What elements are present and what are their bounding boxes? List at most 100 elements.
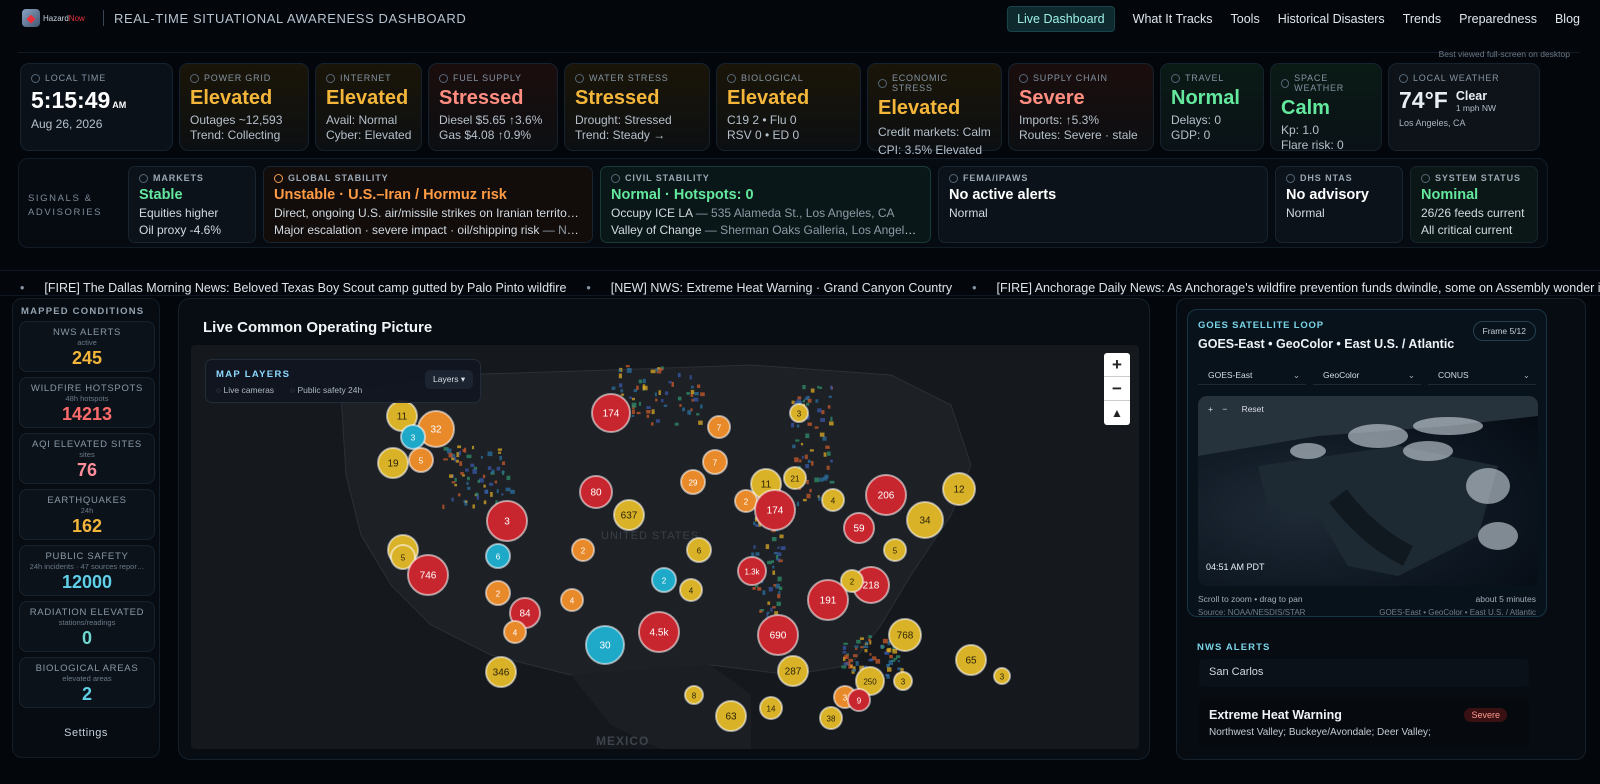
map-cluster[interactable]	[777, 655, 809, 687]
satellite-select[interactable]: GOES-East ⌄	[1198, 368, 1306, 385]
map-cluster[interactable]	[485, 656, 517, 688]
map-cluster[interactable]	[560, 588, 584, 612]
radar-pixel	[674, 422, 679, 426]
map-cluster[interactable]	[613, 499, 645, 531]
map-cluster[interactable]	[847, 688, 871, 712]
map-cluster[interactable]	[993, 667, 1011, 685]
map-cluster[interactable]	[855, 666, 885, 696]
map-cluster[interactable]	[585, 625, 625, 665]
radar-pixel	[823, 452, 827, 457]
map-cluster[interactable]	[807, 579, 849, 621]
status-supply-chain: SUPPLY CHAIN Severe Imports: ↑5.3% Route…	[1008, 63, 1154, 151]
map-cluster[interactable]	[754, 489, 796, 531]
nav-historical-disasters[interactable]: Historical Disasters	[1277, 12, 1385, 26]
radar-pixel	[633, 389, 638, 393]
map-cluster[interactable]	[865, 474, 907, 516]
map-cluster[interactable]	[377, 447, 409, 479]
nav-blog[interactable]: Blog	[1554, 12, 1580, 26]
product-select[interactable]: GeoColor ⌄	[1313, 368, 1421, 385]
map-cluster[interactable]	[408, 447, 434, 473]
map-cluster[interactable]	[942, 472, 976, 506]
compass-reset-button[interactable]: ▲	[1111, 406, 1123, 420]
layer-public-safety[interactable]: ○ Public safety 24h	[290, 385, 362, 395]
ticker-item[interactable]: [FIRE] Anchorage Daily News: As Anchorag…	[996, 281, 1600, 295]
nav-preparedness[interactable]: Preparedness	[1459, 12, 1537, 26]
map-cluster[interactable]	[893, 671, 913, 691]
map[interactable]: UNITED STATES MEXICO 174 11 32 3 19 5 7 3 7 80 29 1…	[191, 345, 1139, 749]
satellite-image[interactable]: + − Reset 04:51 AM PDT	[1198, 396, 1538, 586]
radar-pixel	[767, 601, 771, 605]
settings-link[interactable]: Settings	[64, 727, 108, 739]
ticker-item[interactable]: [FIRE] The Dallas Morning News: Beloved …	[44, 281, 567, 295]
nav-trends[interactable]: Trends	[1402, 12, 1442, 26]
sector-select[interactable]: CONUS ⌄	[1428, 368, 1536, 385]
map-cluster[interactable]	[702, 449, 728, 475]
map-cluster[interactable]	[579, 475, 613, 509]
map-cluster[interactable]	[686, 537, 712, 563]
map-cluster[interactable]	[679, 578, 703, 602]
layers-button[interactable]: Layers ▾	[425, 370, 474, 389]
map-cluster[interactable]	[819, 706, 843, 730]
mapped-public-safety[interactable]: PUBLIC SAFETY 24h incidents · 47 sources …	[19, 545, 155, 596]
map-cluster[interactable]	[759, 696, 783, 720]
map-cluster[interactable]	[651, 567, 677, 593]
radar-pixel	[638, 379, 643, 384]
sat-gulf	[1329, 489, 1414, 566]
map-cluster[interactable]	[707, 415, 731, 439]
ticker-item[interactable]: [NEW] NWS: Extreme Heat Warning · Grand …	[610, 281, 953, 295]
news-ticker[interactable]: • [FIRE] The Dallas Morning News: Beloved…	[0, 270, 1600, 296]
mapped-earthquakes[interactable]: EARTHQUAKES 24h 162	[19, 489, 155, 540]
mapped-radiation[interactable]: RADIATION ELEVATED stations/readings 0	[19, 601, 155, 652]
layer-live-cameras[interactable]: ○ Live cameras	[216, 385, 274, 395]
map-cluster[interactable]	[571, 538, 595, 562]
nav-tools[interactable]: Tools	[1230, 12, 1260, 26]
map-cluster[interactable]	[485, 543, 511, 569]
mapped-biological[interactable]: BIOLOGICAL AREAS elevated areas 2	[19, 657, 155, 708]
nws-alert-item[interactable]: San Carlos	[1199, 659, 1529, 687]
mapped-nws-alerts[interactable]: NWS ALERTS active 245	[19, 321, 155, 372]
logo[interactable]: ◆ HazardNow	[22, 8, 92, 28]
radar-pixel	[806, 402, 810, 406]
map-cluster[interactable]	[821, 488, 845, 512]
map-cluster[interactable]	[955, 644, 987, 676]
sat-reset-button[interactable]: Reset	[1241, 404, 1264, 414]
map-cluster[interactable]	[843, 512, 875, 544]
radar-pixel	[643, 378, 646, 384]
radar-pixel	[700, 392, 705, 397]
map-cluster[interactable]	[783, 466, 807, 490]
map-cluster[interactable]	[840, 569, 864, 593]
map-cluster[interactable]	[485, 580, 511, 606]
map-cluster[interactable]	[680, 469, 706, 495]
map-cluster[interactable]	[715, 700, 747, 732]
mapped-wildfire-hotspots[interactable]: WILDFIRE HOTSPOTS 48h hotspots 14213	[19, 377, 155, 428]
map-cluster[interactable]	[684, 685, 704, 705]
map-cluster[interactable]	[638, 611, 680, 653]
radar-pixel	[495, 500, 498, 505]
map-cluster[interactable]	[888, 618, 922, 652]
map-cluster[interactable]	[503, 620, 527, 644]
nav-live-dashboard[interactable]: Live Dashboard	[1007, 6, 1115, 32]
map-cluster[interactable]	[757, 614, 799, 656]
map-cluster[interactable]	[906, 501, 944, 539]
map-cluster[interactable]	[400, 424, 426, 450]
nws-alert-item[interactable]: Extreme Heat Warning Northwest Valley; B…	[1199, 699, 1529, 747]
radar-pixel	[755, 524, 759, 527]
map-cluster[interactable]	[737, 556, 767, 586]
mapped-aqi-sites[interactable]: AQI ELEVATED SITES sites 76	[19, 433, 155, 484]
zoom-in-button[interactable]: +	[1104, 353, 1130, 377]
signal-fema-ipaws: FEMA/IPAWS No active alerts Normal	[938, 166, 1268, 243]
sat-zoom-in[interactable]: +	[1208, 404, 1213, 414]
nav-what-it-tracks[interactable]: What It Tracks	[1132, 12, 1213, 26]
map-cluster[interactable]	[789, 403, 809, 423]
sat-zoom-out[interactable]: −	[1222, 404, 1228, 414]
map-cluster-label: 218	[863, 581, 880, 592]
map-cluster[interactable]	[390, 544, 416, 570]
map-cluster[interactable]	[486, 500, 528, 542]
map-cluster[interactable]	[883, 538, 907, 562]
map-cluster[interactable]	[407, 554, 449, 596]
map-cluster[interactable]	[591, 393, 631, 433]
zoom-out-button[interactable]: −	[1104, 377, 1130, 401]
radar-pixel	[774, 611, 779, 615]
radar-pixel	[768, 586, 773, 592]
